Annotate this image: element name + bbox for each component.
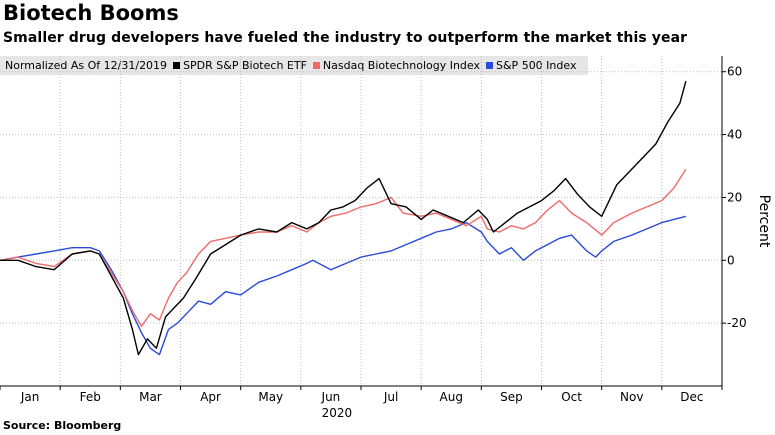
y-tick-label: 20: [727, 190, 742, 204]
x-tick-label: May: [258, 390, 283, 404]
line-chart: -20 0 20 40 60 Jan Feb Mar Apr May Jun Jul Aug Sep Oct…: [0, 56, 772, 418]
legend-label-nasdaq: Nasdaq Biotechnology Index: [322, 59, 480, 72]
legend-normalization-note: Normalized As Of 12/31/2019: [5, 59, 168, 72]
x-tick-label: Oct: [561, 390, 582, 404]
axis-layer: -20 0 20 40 60 Jan Feb Mar Apr May Jun Jul Aug Sep Oct…: [0, 56, 772, 418]
legend-label-sp500: S&P 500 Index: [496, 59, 577, 72]
legend-label-spdr: SPDR S&P Biotech ETF: [183, 59, 307, 72]
legend-item-spdr: SPDR S&P Biotech ETF: [173, 59, 307, 72]
source-note: Source: Bloomberg: [3, 419, 122, 432]
legend-swatch-sp500: [486, 62, 493, 69]
series-layer: [0, 80, 687, 356]
x-tick-label: Jun: [321, 390, 341, 404]
legend: Normalized As Of 12/31/2019 SPDR S&P Bio…: [0, 56, 588, 75]
legend-item-sp500: S&P 500 Index: [486, 59, 576, 72]
series-line-nasdaq: [0, 168, 687, 327]
x-tick-label: Apr: [200, 390, 221, 404]
legend-item-nasdaq: Nasdaq Biotechnology Index: [312, 59, 480, 72]
x-tick-label: Dec: [680, 390, 703, 404]
y-tick-label: 0: [727, 253, 735, 267]
y-tick-label: 40: [727, 128, 742, 142]
x-tick-label: Sep: [500, 390, 523, 404]
chart-title: Biotech Booms: [3, 1, 179, 25]
series-line-sp500: [0, 215, 687, 356]
chart-subtitle: Smaller drug developers have fueled the …: [3, 30, 688, 46]
legend-swatch-nasdaq: [312, 62, 320, 69]
grid-layer: [0, 56, 722, 386]
y-tick-label: 60: [727, 65, 742, 79]
y-tick-label: -20: [727, 316, 747, 330]
series-line-spdr: [0, 80, 687, 356]
x-tick-label: Mar: [139, 390, 162, 404]
legend-swatch-spdr: [173, 62, 181, 69]
x-axis-label: 2020: [322, 406, 353, 418]
x-tick-label: Feb: [80, 390, 101, 404]
y-axis-label: Percent: [756, 195, 772, 248]
x-tick-label: Jan: [20, 390, 40, 404]
x-tick-label: Jul: [383, 390, 398, 404]
x-tick-label: Aug: [440, 390, 463, 404]
x-tick-label: Nov: [620, 390, 643, 404]
